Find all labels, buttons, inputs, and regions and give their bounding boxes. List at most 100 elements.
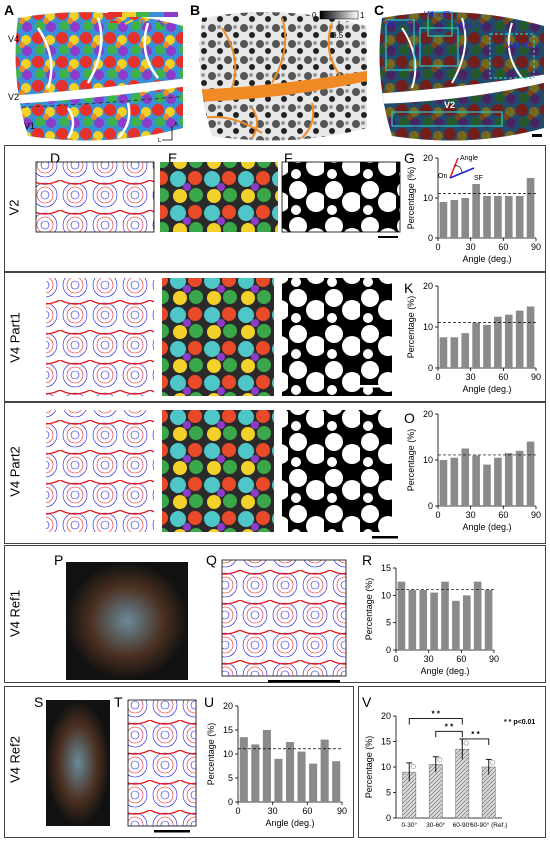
y-tick-label-0: 0 [428, 233, 433, 243]
label-v2: V2 [8, 92, 19, 102]
y-tick-label-2: 20 [423, 409, 433, 419]
x-tick-label-2: 60 [498, 242, 508, 252]
bar-1 [428, 764, 443, 819]
x-tick-label-0: 0-30° [401, 821, 417, 829]
scale-bar-t [154, 830, 190, 833]
panel-letter-u: U [204, 694, 215, 710]
x-tick-label-3: 90 [531, 242, 541, 252]
panel-letter-o: O [404, 410, 415, 426]
bar-1 [450, 457, 459, 506]
contour-map-h [46, 278, 154, 396]
bar-0 [239, 737, 248, 802]
x-tick-label-1: 30 [466, 510, 476, 520]
y-tick-label-0: 0 [386, 813, 391, 823]
sig-mark-1: * * [445, 722, 454, 731]
label-v4-ref2: V4 ref2 [424, 10, 450, 19]
bar-3 [274, 758, 283, 802]
label-v2-c: V2 [444, 100, 455, 110]
bar-5 [297, 751, 306, 802]
row-box-v2 [4, 145, 546, 272]
panel-letter-f: F [284, 150, 293, 166]
label-v4: V4 [8, 34, 19, 44]
label-v4-part2: V4 part2 [382, 19, 413, 28]
bar-0 [397, 581, 406, 650]
svg-text:SF: SF [474, 175, 483, 182]
bar-8 [332, 761, 341, 802]
y-axis-label: Percentage (%) [406, 429, 416, 492]
y-axis-label: Percentage (%) [364, 736, 374, 799]
x-tick-label-3: 90 [531, 510, 541, 520]
y-tick-label-1: 10 [423, 193, 433, 203]
sig-bracket-1 [435, 730, 463, 738]
panel-letter-t: T [114, 694, 123, 710]
bar-3 [481, 766, 496, 819]
bar-5 [452, 600, 460, 650]
bar-2 [419, 589, 428, 650]
x-tick-label-1: 30-60° [426, 821, 446, 829]
panel-c-roi-map: V4 part2 V4 ref2 V4 part1 V4 ref1 V2 [379, 10, 544, 141]
angle-inset-legend: Angle On SF [438, 155, 483, 182]
data-point-3 [490, 759, 496, 765]
row-box-v [358, 686, 546, 838]
x-tick-label-2: 60 [302, 806, 312, 816]
contour-map-t [127, 699, 197, 827]
bar-8 [526, 178, 535, 238]
binary-map-n [282, 410, 392, 532]
y-tick-label-0: 0 [386, 645, 391, 655]
row-box-v4-ref2 [4, 686, 354, 838]
y-tick-label-2: 20 [423, 281, 433, 291]
scale-bar-n [372, 536, 398, 539]
y-axis-label: Percentage (%) [406, 296, 416, 359]
panel-letter-q: Q [206, 552, 217, 568]
bar-7 [320, 739, 329, 802]
bar-6 [504, 453, 513, 506]
y-tick-label-1: 5 [386, 618, 391, 628]
panel-letter-b: B [190, 2, 201, 18]
bar-4 [483, 464, 491, 506]
x-tick-label-0: 0 [393, 654, 398, 664]
svg-text:A: A [174, 122, 178, 128]
x-axis-label: Angle (deg.) [420, 666, 469, 676]
bar-7 [515, 196, 524, 238]
bar-6 [462, 595, 471, 650]
y-tick-label-3: 15 [223, 725, 233, 735]
x-tick-label-1: 30 [466, 242, 476, 252]
bar-1 [450, 200, 459, 238]
panel-letter-k: K [404, 280, 414, 296]
binary-map-f [281, 161, 401, 233]
label-v4-ref1: V4 ref1 [506, 41, 532, 50]
color-map-i [162, 278, 274, 396]
panel-letter-v: V [362, 694, 372, 710]
data-point-2 [463, 740, 469, 746]
contour-map-q [221, 559, 347, 677]
x-axis-label: Angle (deg.) [462, 254, 511, 264]
panel-letter-c: C [374, 2, 385, 18]
svg-text:L: L [158, 138, 162, 143]
panel-a-orientation-map: V4 V2 V1 A L [8, 12, 183, 143]
y-tick-label-2: 10 [381, 762, 391, 772]
scale-bar-c [532, 134, 542, 137]
data-point-1 [437, 757, 443, 763]
bar-6 [504, 196, 513, 238]
bar-4 [285, 742, 295, 802]
scale-bar-j [356, 385, 384, 388]
panel-letter-g: G [404, 150, 415, 166]
row-box-v4-part1 [4, 272, 546, 402]
x-axis-label: Angle (deg.) [462, 384, 511, 394]
bar-4 [483, 324, 491, 368]
significance-legend: * * p<0.01 [504, 719, 535, 726]
y-tick-label-0: 0 [228, 797, 233, 807]
bar-8 [484, 589, 493, 650]
y-tick-label-1: 10 [423, 455, 433, 465]
sig-mark-0: * * [432, 710, 441, 719]
panel-letter-e: E [168, 150, 178, 166]
color-map-m [162, 410, 274, 532]
scale-bar-f [378, 236, 398, 238]
bar-chart-v: 0 5 10 15 20 0-30° 30-60° 60-90°60-90° (Ref.) * … [364, 710, 535, 829]
x-axis-label: Angle (deg.) [462, 522, 511, 532]
bar-2 [461, 448, 470, 506]
bar-chart-g: 0 10 20 0 30 60 90 Angle (deg.) Percentage (%) [406, 153, 541, 264]
svg-text:0.5: 0.5 [332, 31, 344, 40]
y-tick-label-2: 10 [223, 749, 233, 759]
